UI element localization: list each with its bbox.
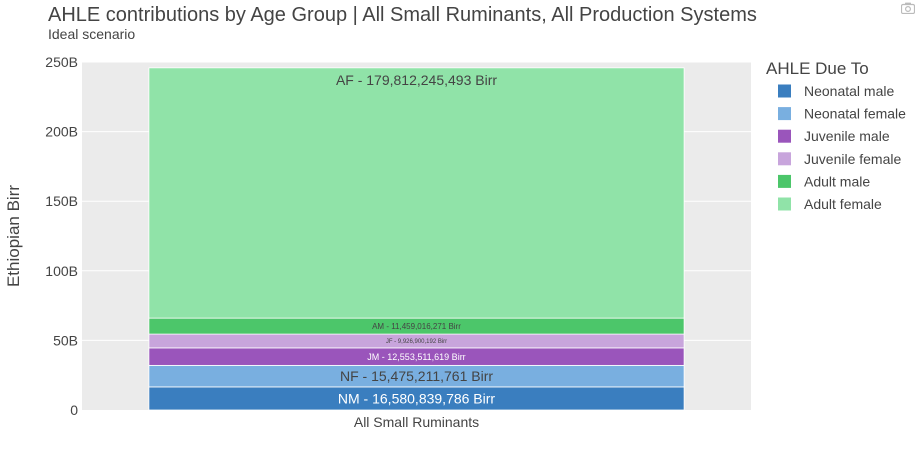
legend-swatch: [778, 129, 791, 143]
bar-label-juvenile-female: JF - 9,926,900,192 Birr: [386, 339, 447, 345]
bar-label-adult-male: AM - 11,459,016,271 Birr: [372, 322, 461, 331]
chart-subtitle: Ideal scenario: [48, 26, 135, 42]
legend-item-adult-male[interactable]: Adult male: [778, 173, 870, 189]
y-tick-label: 150B: [45, 193, 78, 209]
y-tick-label: 250B: [45, 54, 78, 70]
legend-swatch: [778, 174, 791, 188]
legend-swatch: [778, 152, 791, 166]
legend-swatch: [778, 107, 791, 121]
y-tick-label: 200B: [45, 124, 78, 140]
y-axis-label: Ethiopian Birr: [4, 185, 23, 287]
chart-title: AHLE contributions by Age Group | All Sm…: [48, 4, 757, 26]
bar-label-neonatal-female: NF - 15,475,211,761 Birr: [340, 368, 493, 384]
bar-adult-female[interactable]: [148, 67, 685, 319]
legend-swatch: [778, 84, 791, 98]
y-axis-ticks: 0 50B 100B 150B 200B 250B: [45, 54, 78, 418]
bar-label-neonatal-male: NM - 16,580,839,786 Birr: [338, 390, 496, 406]
legend-label: Juvenile male: [804, 128, 890, 144]
bars: NM - 16,580,839,786 Birr NF - 15,475,211,…: [148, 67, 685, 411]
legend-label: Juvenile female: [804, 151, 901, 167]
legend-item-neonatal-female[interactable]: Neonatal female: [778, 106, 906, 122]
legend-label: Neonatal male: [804, 83, 894, 99]
legend: AHLE Due To Neonatal male Neonatal female…: [766, 59, 906, 212]
legend-swatch: [778, 197, 791, 211]
legend-label: Adult male: [804, 173, 870, 189]
legend-label: Neonatal female: [804, 106, 906, 122]
bar-label-juvenile-male: JM - 12,553,511,619 Birr: [367, 352, 465, 362]
x-tick-label: All Small Ruminants: [354, 414, 479, 430]
x-axis-ticks: All Small Ruminants: [354, 414, 479, 430]
camera-icon[interactable]: [901, 2, 915, 14]
legend-item-adult-female[interactable]: Adult female: [778, 196, 882, 212]
legend-item-juvenile-male[interactable]: Juvenile male: [778, 128, 890, 144]
y-tick-label: 0: [70, 402, 78, 418]
legend-item-juvenile-female[interactable]: Juvenile female: [778, 151, 901, 167]
bar-label-adult-female: AF - 179,812,245,493 Birr: [336, 72, 497, 88]
y-tick-label: 50B: [53, 332, 78, 348]
legend-label: Adult female: [804, 196, 882, 212]
legend-item-neonatal-male[interactable]: Neonatal male: [778, 83, 894, 99]
y-tick-label: 100B: [45, 263, 78, 279]
legend-title: AHLE Due To: [766, 59, 869, 78]
